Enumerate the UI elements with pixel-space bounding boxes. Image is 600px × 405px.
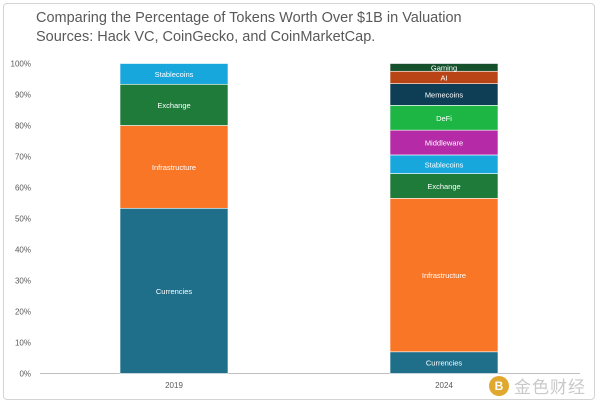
- y-tick-label-70: 70%: [15, 153, 31, 162]
- y-tick-label-80: 80%: [15, 122, 31, 131]
- watermark-text: 金色财经: [514, 378, 586, 397]
- bar-segment-defi-2024: [389, 105, 499, 131]
- data-label-exchange-2019: Exchange: [157, 101, 190, 110]
- watermark: B 金色财经: [489, 373, 586, 398]
- bar-segment-infrastructure-2024: [389, 198, 499, 353]
- chart-subtitle: Sources: Hack VC, CoinGecko, and CoinMar…: [36, 29, 376, 45]
- data-label-infrastructure-2024: Infrastructure: [422, 271, 466, 280]
- y-tick-label-30: 30%: [15, 277, 31, 286]
- y-tick-label-0: 0%: [19, 370, 31, 379]
- data-label-gaming-2024: Gaming: [431, 63, 457, 72]
- data-label-memecoins-2024: Memecoins: [425, 91, 464, 100]
- y-tick-label-100: 100%: [11, 60, 31, 69]
- data-label-middleware-2024: Middleware: [425, 139, 463, 148]
- bar-segment-gaming-2024: [389, 63, 499, 72]
- y-tick-label-10: 10%: [15, 339, 31, 348]
- x-tick-label-2019: 2019: [165, 381, 183, 390]
- watermark-logo-icon: B: [489, 375, 509, 396]
- chart-frame: [3, 3, 595, 400]
- y-tick-label-20: 20%: [15, 308, 31, 317]
- x-tick-label-2024: 2024: [435, 381, 453, 390]
- data-label-defi-2024: DeFi: [436, 114, 452, 123]
- chart-title: Comparing the Percentage of Tokens Worth…: [36, 9, 556, 47]
- data-label-currencies-2024: Currencies: [426, 359, 463, 368]
- data-label-ai-2024: AI: [440, 73, 447, 82]
- bar-segment-currencies-2019: [119, 207, 229, 374]
- bar-segment-exchange-2024: [389, 173, 499, 199]
- data-label-infrastructure-2019: Infrastructure: [152, 163, 196, 172]
- y-tick-label-90: 90%: [15, 91, 31, 100]
- y-tick-label-60: 60%: [15, 184, 31, 193]
- y-tick-label-50: 50%: [15, 215, 31, 224]
- data-label-currencies-2019: Currencies: [156, 287, 193, 296]
- bar-segment-exchange-2019: [119, 83, 229, 126]
- chart-title-line1: Comparing the Percentage of Tokens Worth…: [36, 10, 462, 26]
- bar-segment-stablecoins-2019: [119, 63, 229, 85]
- data-label-stablecoins-2024: Stablecoins: [425, 160, 464, 169]
- data-label-stablecoins-2019: Stablecoins: [155, 70, 194, 79]
- y-tick-label-40: 40%: [15, 246, 31, 255]
- data-label-exchange-2024: Exchange: [427, 182, 460, 191]
- bar-segment-middleware-2024: [389, 129, 499, 156]
